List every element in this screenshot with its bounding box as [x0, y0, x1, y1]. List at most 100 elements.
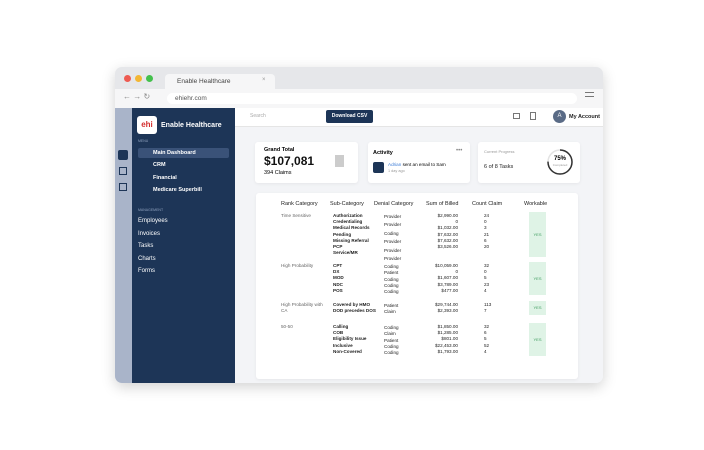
- workable-badge[interactable]: YES: [529, 301, 546, 316]
- brand: Enable Healthcare: [161, 122, 222, 129]
- sub-category: Calling: [333, 324, 349, 329]
- claims-count: 394 Claims: [264, 170, 292, 176]
- url-field[interactable]: ehiehr.com: [167, 93, 577, 104]
- status: Completed: [552, 163, 568, 167]
- sum-billed: $22,453.00: [435, 342, 458, 348]
- close-dot[interactable]: [124, 75, 131, 82]
- workable-badge[interactable]: YES: [529, 212, 546, 258]
- denial-category: Coding: [384, 350, 399, 356]
- count-claim: 4: [484, 348, 487, 354]
- count-claim: 113: [484, 302, 492, 307]
- main-area: Search Download CSV A My Account Grand T…: [235, 108, 603, 383]
- nav-buttons[interactable]: ← → ↻: [123, 92, 151, 101]
- management-item[interactable]: Charts: [138, 255, 156, 262]
- menu-item[interactable]: Medicare Superbill: [153, 186, 202, 193]
- sidebar: ehi Enable Healthcare MENU MANAGEMENT Ma…: [132, 108, 235, 383]
- column-header: Workable: [524, 201, 548, 207]
- menu-item[interactable]: Main Dashboard: [138, 148, 229, 158]
- count-claim: 6: [484, 330, 487, 336]
- bank-icon[interactable]: [119, 183, 127, 191]
- card-label: Current Progress: [484, 149, 515, 154]
- sum-billed: $1,032.00: [437, 225, 458, 231]
- column-header: Denial Category: [374, 201, 414, 207]
- activity-card: Activity ••• Adrian sent an email to Sam…: [368, 142, 470, 183]
- sub-category: COB: [333, 330, 344, 336]
- management-item[interactable]: Tasks: [138, 243, 154, 249]
- tab-close[interactable]: ×: [262, 77, 266, 83]
- rank-category: High Probability: [281, 263, 314, 268]
- sum-billed: $10,059.00: [435, 263, 458, 268]
- rank-category: 50-50: [281, 324, 293, 329]
- avatar[interactable]: A: [553, 110, 566, 123]
- count-claim: 24: [484, 213, 490, 218]
- sub-category: CPT: [333, 263, 343, 268]
- column-header: Rank Category: [281, 201, 318, 207]
- denial-category: Patient: [384, 270, 399, 276]
- workable-badge[interactable]: YES: [529, 262, 546, 295]
- home-icon[interactable]: [118, 150, 128, 160]
- count-claim: 5: [484, 336, 487, 342]
- building-icon: [335, 155, 344, 167]
- bookmark-icon[interactable]: [119, 167, 127, 175]
- denial-category: Coding: [384, 325, 399, 330]
- doc-icon[interactable]: [530, 112, 536, 120]
- denial-category: Provider: [384, 214, 402, 219]
- denial-category: Coding: [384, 264, 399, 269]
- count-claim: 23: [484, 281, 490, 287]
- actor[interactable]: Adrian: [388, 162, 402, 167]
- rank-category: High Probability with CA: [281, 302, 323, 314]
- count-claim: 52: [484, 342, 490, 348]
- sub-category: Pending: [333, 231, 352, 237]
- sub-category: Covered by HMO: [333, 302, 371, 307]
- menu-label: MENU: [138, 139, 149, 143]
- minimize-dot[interactable]: [135, 75, 142, 82]
- sum-billed: $1,607.00: [437, 275, 458, 281]
- icon-strip: [115, 108, 132, 383]
- menu-item[interactable]: Financial: [153, 174, 177, 181]
- sum-billed: $1,285.00: [437, 330, 458, 336]
- column-header: Sub-Category: [330, 201, 364, 207]
- management-label: MANAGEMENT: [138, 208, 164, 212]
- account-link[interactable]: My Account: [569, 114, 600, 120]
- sub-category: Inclusive: [333, 342, 353, 348]
- search-field[interactable]: Search: [250, 113, 266, 119]
- denial-category: Provider: [384, 239, 402, 245]
- denial-category: Provider: [384, 247, 402, 253]
- sum-billed: $1,850.00: [437, 324, 458, 329]
- sum-billed: $477.00: [441, 287, 458, 293]
- activity-icon: [373, 162, 384, 173]
- sub-category: MOD: [333, 275, 344, 281]
- sum-billed: 0: [455, 269, 458, 275]
- maximize-dot[interactable]: [146, 75, 153, 82]
- management-item[interactable]: Invoices: [138, 230, 161, 237]
- sum-billed: $7,632.00: [437, 231, 458, 237]
- count-claim: 21: [484, 231, 490, 237]
- management-item[interactable]: Forms: [138, 268, 155, 274]
- sum-billed: $1,793.00: [437, 348, 458, 354]
- progress-card: Current Progress 6 of 8 Tasks 75% Comple…: [478, 142, 580, 183]
- more-icon[interactable]: •••: [456, 148, 463, 154]
- menu-icon[interactable]: [585, 92, 594, 97]
- sub-category: Non-Covered: [333, 348, 362, 354]
- menu-item[interactable]: CRM: [153, 162, 166, 169]
- browser-tab[interactable]: Enable Healthcare: [165, 74, 275, 89]
- denial-category: Provider: [384, 256, 402, 261]
- count-claim: 32: [484, 324, 490, 329]
- mail-icon[interactable]: [513, 113, 520, 119]
- count-claim: 0: [484, 269, 487, 275]
- column-header: Sum of Billed: [426, 201, 459, 207]
- logo[interactable]: ehi: [137, 116, 157, 134]
- count-claim: 4: [484, 287, 487, 293]
- card-label: Activity: [373, 150, 393, 156]
- workable-badge[interactable]: YES: [529, 323, 546, 356]
- grand-total-card: Grand Total $107,081 394 Claims: [255, 142, 358, 183]
- sum-billed: $7,632.00: [437, 237, 458, 243]
- top-bar: Search Download CSV A My Account: [235, 108, 603, 127]
- download-button[interactable]: Download CSV: [326, 110, 373, 123]
- percent: 75%: [553, 156, 566, 162]
- count-claim: 6: [484, 237, 487, 243]
- count-claim: 0: [484, 219, 487, 225]
- management-item[interactable]: Employees: [138, 218, 168, 224]
- column-header: Count Claim: [472, 201, 503, 207]
